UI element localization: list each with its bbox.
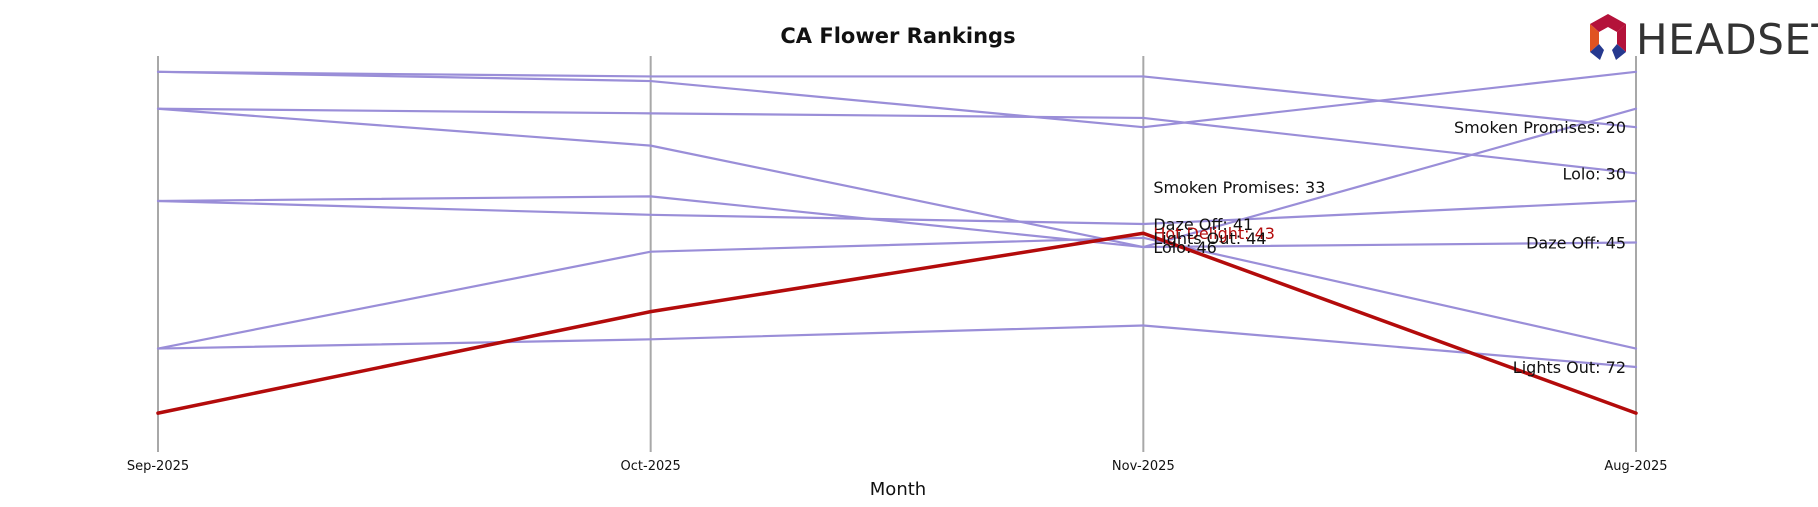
headset-logo-text: HEADSET bbox=[1636, 15, 1818, 64]
chart-title: CA Flower Rankings bbox=[780, 24, 1015, 48]
series-lines bbox=[156, 70, 1638, 415]
vertical-axis-lines bbox=[157, 56, 1637, 452]
series-line bbox=[156, 231, 1638, 415]
x-tick-label: Nov-2025 bbox=[1112, 459, 1175, 474]
series-line bbox=[156, 324, 1638, 369]
series-line bbox=[156, 199, 1638, 226]
value-label: Lolo: 46 bbox=[1153, 238, 1217, 257]
headset-logo-icon bbox=[1590, 14, 1626, 60]
x-axis-label: Month bbox=[870, 479, 926, 500]
logo-segment-right bbox=[1617, 24, 1626, 52]
logo-segment-bottom-right bbox=[1612, 44, 1626, 60]
x-tick-label: Aug-2025 bbox=[1604, 459, 1667, 474]
value-label: Smoken Promises: 33 bbox=[1153, 178, 1325, 197]
series-line bbox=[156, 70, 1638, 129]
value-label: Daze Off: 41 bbox=[1153, 215, 1253, 234]
value-label: Daze Off: 45 bbox=[1526, 233, 1626, 252]
headset-logo: HEADSET bbox=[1590, 14, 1818, 64]
value-label: Lights Out: 44 bbox=[1153, 229, 1266, 248]
x-tick-label: Sep-2025 bbox=[127, 459, 189, 474]
x-tick-label: Oct-2025 bbox=[621, 459, 681, 474]
value-labels: Smoken Promises: 20 Lolo: 30 Daze Off: 45 L… bbox=[1153, 118, 1626, 377]
series-line bbox=[156, 236, 1638, 350]
value-label: Lolo: 30 bbox=[1563, 164, 1627, 183]
logo-segment-top bbox=[1590, 14, 1626, 32]
series-line bbox=[156, 70, 1638, 129]
logo-segment-left bbox=[1590, 24, 1599, 52]
value-label: Hot Delight: 43 bbox=[1153, 224, 1275, 243]
x-tick-labels: Sep-2025 Oct-2025 Nov-2025 Aug-2025 bbox=[127, 459, 1668, 474]
value-label: Lights Out: 72 bbox=[1513, 358, 1626, 377]
series-line bbox=[156, 107, 1638, 175]
logo-segment-bottom-left bbox=[1590, 44, 1604, 60]
series-line bbox=[156, 107, 1638, 249]
value-label: Smoken Promises: 20 bbox=[1454, 118, 1626, 137]
series-line bbox=[156, 195, 1638, 249]
